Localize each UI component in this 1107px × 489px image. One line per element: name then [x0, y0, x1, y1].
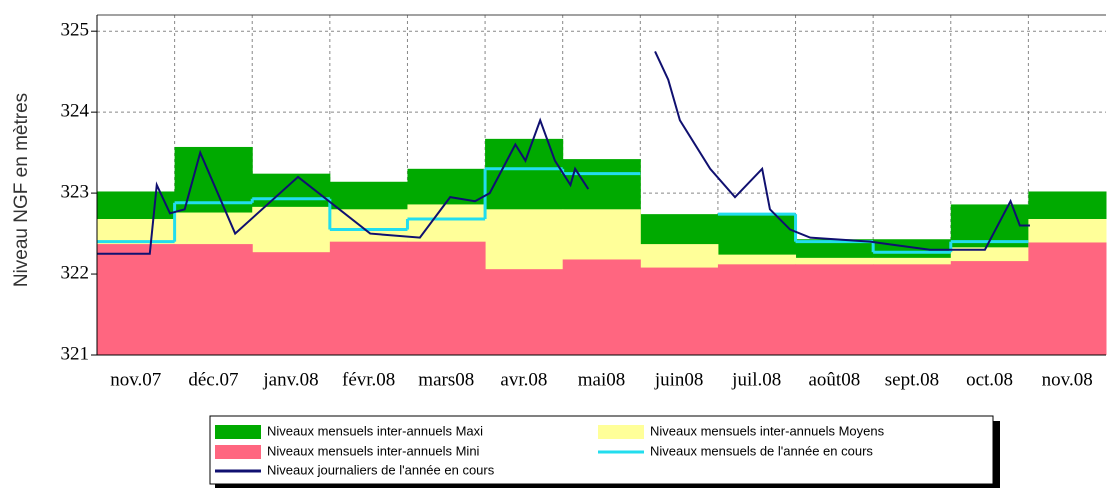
legend-label: Niveaux mensuels de l'année en cours — [650, 443, 873, 458]
x-tick-label: nov.08 — [1042, 369, 1093, 390]
daily-line — [97, 51, 1030, 255]
area-step — [562, 259, 641, 355]
x-tick-label: déc.07 — [188, 369, 238, 390]
y-tick-label: 325 — [61, 20, 90, 41]
area-step — [252, 252, 331, 355]
y-tick-label: 322 — [61, 262, 90, 283]
y-tick-label: 321 — [61, 343, 90, 364]
x-tick-label: janv.08 — [262, 369, 318, 390]
area-step — [407, 241, 486, 355]
legend-swatch — [215, 425, 261, 439]
legend-label: Niveaux mensuels inter-annuels Mini — [267, 443, 480, 458]
y-axis-label: Niveau NGF en mètres — [11, 93, 32, 287]
x-tick-label: mai08 — [578, 369, 626, 390]
area-step — [640, 267, 719, 355]
legend-label: Niveaux mensuels inter-annuels Maxi — [267, 423, 483, 438]
x-tick-label: sept.08 — [885, 369, 939, 390]
area-step — [174, 244, 253, 355]
area-step — [329, 241, 408, 355]
area-step — [795, 264, 874, 355]
area-step — [873, 264, 952, 355]
legend-label: Niveaux journaliers de l'année en cours — [267, 462, 495, 477]
x-tick-label: juil.08 — [731, 369, 781, 390]
area-step — [97, 244, 176, 355]
y-tick-label: 323 — [61, 181, 90, 202]
legend-swatch — [598, 425, 644, 439]
x-tick-label: févr.08 — [342, 369, 395, 390]
legend-swatch — [215, 445, 261, 459]
x-tick-label: nov.07 — [110, 369, 161, 390]
x-tick-label: août08 — [808, 369, 860, 390]
x-tick-label: juin08 — [654, 369, 704, 390]
x-tick-label: mars08 — [418, 369, 474, 390]
area-step — [717, 264, 797, 355]
x-tick-label: oct.08 — [966, 369, 1013, 390]
area-step — [1028, 242, 1107, 355]
area-step — [485, 269, 564, 355]
y-tick-label: 324 — [61, 101, 90, 122]
legend-label: Niveaux mensuels inter-annuels Moyens — [650, 423, 885, 438]
x-tick-label: avr.08 — [500, 369, 547, 390]
area-step — [950, 261, 1029, 355]
